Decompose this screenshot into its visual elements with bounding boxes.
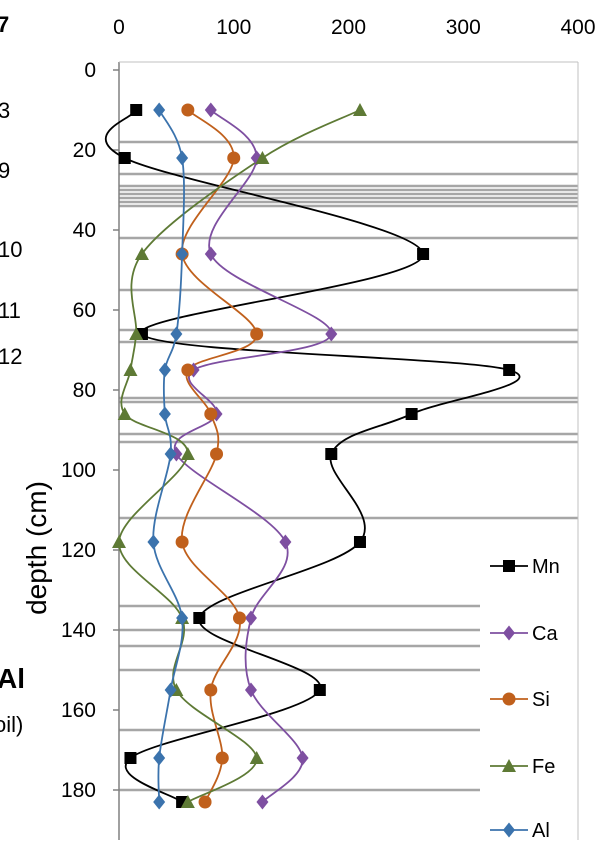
soil-horizon-lines [119,140,578,792]
legend-marker-mn [503,560,515,572]
x-tick-labels: 0 100 200 300 400 [113,16,595,39]
data-point-ca [244,682,257,698]
edge-fragment-al-bold: Al [0,663,25,694]
data-point-al [158,406,171,422]
edge-fragment-row-4: 11 [0,298,21,323]
data-point-si [204,407,218,421]
legend: Mn Ca Si Fe Al [490,556,560,842]
y-tick-label: 20 [73,139,96,162]
data-point-fe [180,795,195,808]
data-point-fe [117,407,132,420]
edge-fragment-paren: oil) [0,712,23,737]
data-point-fe [180,447,195,460]
y-tick-label: 140 [61,619,96,642]
x-tick-label: 400 [560,16,595,39]
data-point-al [176,610,189,626]
data-point-mn [193,612,206,624]
data-point-fe [112,535,126,548]
data-point-al [147,534,160,550]
y-tick-label: 100 [61,459,96,482]
data-point-mn [313,684,326,696]
data-point-mn [124,752,137,764]
y-tick-labels: 0 20 40 60 80 100 120 140 160 180 [61,59,119,802]
data-point-fe [134,247,149,260]
data-point-al [153,102,166,118]
legend-marker-al [503,822,515,838]
data-point-mn [118,152,131,164]
data-point-ca [204,102,217,118]
data-point-mn [405,408,418,420]
data-point-al [170,326,183,342]
edge-fragment-row-2: 9 [0,158,10,183]
edge-fragment-row-5: 12 [0,344,22,369]
data-point-fe [249,751,264,764]
data-point-ca [256,794,269,810]
series-line-fe [118,109,361,803]
data-point-al [176,150,189,166]
data-point-si [181,103,195,117]
edge-fragment-row-1: 3 [0,98,10,123]
data-point-si [204,683,218,697]
data-point-al [153,794,166,810]
data-point-ca [204,246,217,262]
data-point-si [232,611,246,625]
data-point-mn [353,536,366,548]
edge-fragment-top-left: 7 [0,12,9,37]
data-point-al [153,750,166,766]
data-point-si [198,795,212,809]
legend-marker-ca [503,625,515,641]
legend-label-ca: Ca [532,623,558,645]
y-tick-label: 60 [73,299,96,322]
data-point-al [164,682,177,698]
data-point-si [210,447,224,461]
legend-label-al: Al [532,820,550,840]
series-markers [112,102,516,810]
data-point-ca [325,326,338,342]
data-point-al [158,362,171,378]
data-point-al [164,446,177,462]
legend-marker-si [502,692,516,706]
edge-fragment-row-3: 10 [0,237,22,262]
data-point-fe [123,363,138,376]
y-tick-label: 120 [61,539,96,562]
data-point-ca [244,610,257,626]
data-point-si [175,535,189,549]
data-point-mn [417,248,430,260]
y-tick-label: 40 [73,219,96,242]
data-point-si [227,151,241,165]
x-tick-label: 100 [216,16,251,39]
y-axis-label: depth (cm) [21,481,52,615]
x-tick-label: 0 [113,16,125,39]
legend-label-mn: Mn [532,556,560,578]
y-tick-label: 80 [73,379,96,402]
legend-marker-fe [502,759,516,772]
y-tick-label: 160 [61,699,96,722]
y-tick-label: 180 [61,779,96,802]
data-point-fe [129,327,144,340]
legend-label-si: Si [532,689,550,711]
data-point-mn [130,104,143,116]
data-point-mn [325,448,338,460]
legend-label-fe: Fe [532,756,555,778]
data-point-al [176,246,189,262]
data-point-si [250,327,264,341]
y-tick-label: 0 [84,59,96,82]
data-point-si [181,363,195,377]
data-point-mn [503,364,516,376]
data-point-ca [296,750,309,766]
data-point-fe [352,103,367,116]
data-point-fe [255,151,270,164]
x-tick-label: 200 [331,16,366,39]
x-tick-label: 300 [446,16,481,39]
data-point-si [215,751,229,765]
data-point-ca [279,534,292,550]
